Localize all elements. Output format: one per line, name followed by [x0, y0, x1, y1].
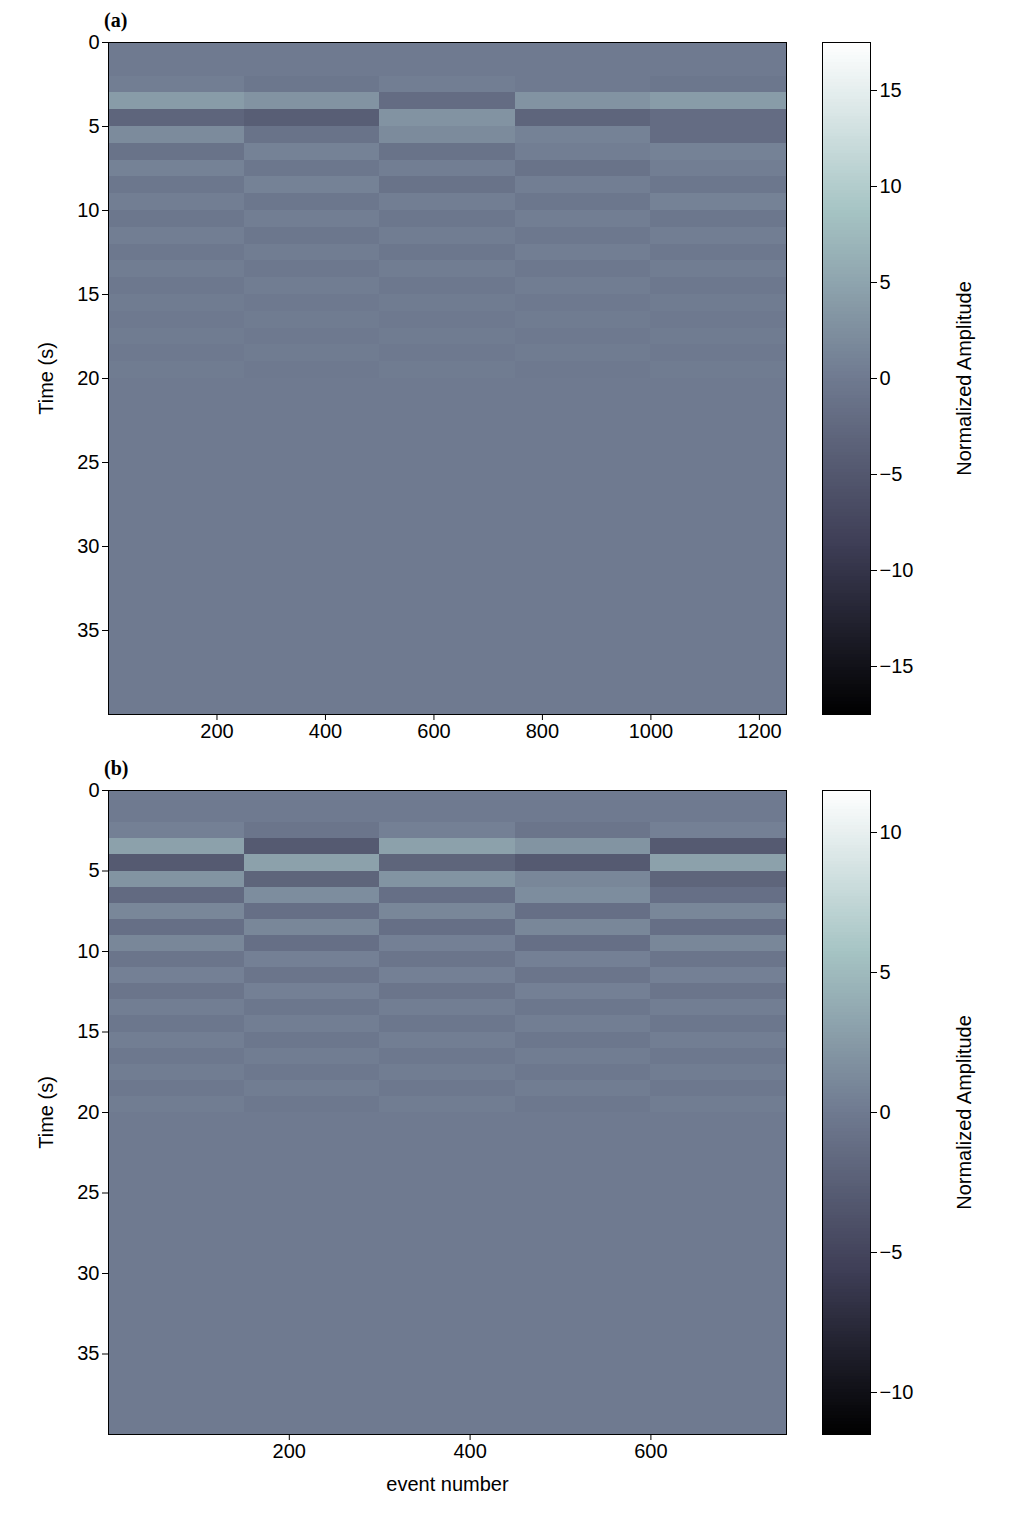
svg-text:600: 600	[634, 1440, 667, 1462]
svg-text:30: 30	[77, 535, 99, 557]
svg-text:15: 15	[77, 1020, 99, 1042]
svg-text:10: 10	[880, 821, 902, 843]
html-text:(a): (a)	[104, 9, 128, 31]
svg-text:−10: −10	[880, 1381, 914, 1403]
svg-text:−10: −10	[880, 559, 914, 581]
svg-text:−5: −5	[880, 1241, 903, 1263]
svg-text:0: 0	[880, 367, 891, 389]
svg-text:20: 20	[77, 1101, 99, 1123]
svg-text:−15: −15	[880, 655, 914, 677]
svg-text:0: 0	[880, 1101, 891, 1123]
svg-text:400: 400	[453, 1440, 486, 1462]
svg-text:15: 15	[880, 79, 902, 101]
svg-text:200: 200	[273, 1440, 306, 1462]
svg-text:1000: 1000	[629, 720, 674, 742]
svg-text:200: 200	[200, 720, 233, 742]
svg-text:event number: event number	[386, 1473, 509, 1495]
svg-text:20: 20	[77, 367, 99, 389]
svg-text:800: 800	[526, 720, 559, 742]
svg-text:10: 10	[77, 199, 99, 221]
html-text:(b): (b)	[104, 757, 129, 779]
svg-text:0: 0	[88, 32, 99, 53]
svg-text:Time (s): Time (s)	[35, 1076, 57, 1149]
svg-text:35: 35	[77, 1342, 99, 1364]
svg-text:−5: −5	[880, 463, 903, 485]
svg-text:10: 10	[77, 940, 99, 962]
svg-text:5: 5	[880, 271, 891, 293]
svg-text:400: 400	[309, 720, 342, 742]
svg-text:0: 0	[88, 780, 99, 801]
svg-text:5: 5	[88, 115, 99, 137]
svg-text:1200: 1200	[737, 720, 782, 742]
svg-text:25: 25	[77, 451, 99, 473]
svg-text:30: 30	[77, 1262, 99, 1284]
svg-text:Normalized Amplitude: Normalized Amplitude	[953, 281, 975, 476]
svg-text:Time (s): Time (s)	[35, 342, 57, 415]
svg-text:15: 15	[77, 283, 99, 305]
svg-text:5: 5	[880, 961, 891, 983]
svg-text:35: 35	[77, 619, 99, 641]
svg-text:Normalized Amplitude: Normalized Amplitude	[953, 1015, 975, 1210]
svg-text:5: 5	[88, 859, 99, 881]
svg-text:600: 600	[417, 720, 450, 742]
svg-text:25: 25	[77, 1181, 99, 1203]
svg-text:10: 10	[880, 175, 902, 197]
